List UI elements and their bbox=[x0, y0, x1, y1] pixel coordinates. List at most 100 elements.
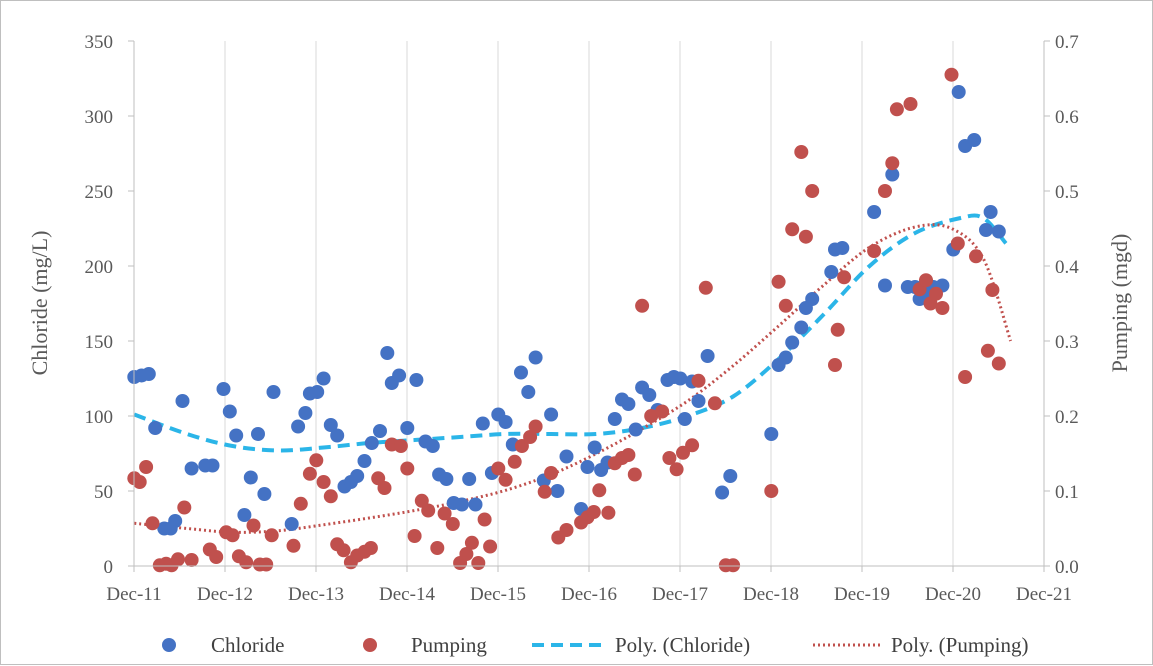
point-pumping bbox=[828, 358, 842, 372]
point-chloride bbox=[580, 460, 595, 474]
x-tick-label: Dec-20 bbox=[925, 584, 981, 605]
point-pumping bbox=[316, 475, 331, 489]
point-pumping bbox=[601, 505, 616, 520]
point-pumping bbox=[785, 222, 800, 237]
y-axis-left-title: Chloride (mg/L) bbox=[27, 231, 52, 376]
grid-lines bbox=[133, 41, 1045, 566]
point-pumping bbox=[139, 460, 154, 474]
point-pumping bbox=[944, 67, 959, 82]
point-pumping bbox=[867, 244, 882, 258]
point-pumping bbox=[483, 539, 498, 554]
point-chloride bbox=[468, 497, 483, 512]
point-chloride bbox=[642, 388, 657, 402]
point-pumping bbox=[477, 512, 492, 527]
point-chloride bbox=[168, 514, 183, 528]
point-chloride bbox=[257, 487, 272, 501]
point-pumping bbox=[177, 500, 192, 515]
point-pumping bbox=[225, 528, 240, 543]
point-pumping bbox=[830, 322, 845, 337]
point-pumping bbox=[293, 496, 308, 511]
legend-label-chloride-trend: Poly. (Chloride) bbox=[615, 633, 750, 657]
point-chloride bbox=[951, 85, 966, 99]
point-pumping bbox=[586, 505, 601, 519]
point-pumping bbox=[377, 481, 392, 495]
point-pumping bbox=[471, 556, 486, 570]
point-pumping bbox=[559, 523, 574, 537]
point-pumping bbox=[302, 466, 317, 481]
point-pumping bbox=[929, 286, 943, 301]
point-pumping bbox=[980, 343, 995, 358]
point-pumping bbox=[336, 543, 351, 558]
y-right-tick-label: 0.0 bbox=[1055, 557, 1079, 578]
point-chloride bbox=[266, 385, 281, 399]
point-pumping bbox=[889, 102, 904, 117]
point-chloride bbox=[357, 454, 372, 468]
point-pumping bbox=[635, 298, 650, 313]
point-chloride bbox=[587, 440, 602, 455]
x-tick-label: Dec-15 bbox=[470, 584, 526, 605]
point-chloride bbox=[991, 224, 1006, 239]
point-pumping bbox=[950, 236, 965, 251]
legend: Chloride Pumping Poly. (Chloride) Poly. … bbox=[162, 633, 1028, 657]
point-chloride bbox=[673, 371, 688, 386]
y-right-tick-label: 0.3 bbox=[1055, 332, 1079, 353]
point-pumping bbox=[286, 538, 301, 553]
point-pumping bbox=[621, 448, 636, 462]
tick-labels: Dec-11 Dec-12 Dec-13 Dec-14 Dec-15 Dec-16 Dec-… bbox=[85, 32, 1080, 605]
point-chloride bbox=[330, 428, 345, 443]
trend-line-poly-pumping bbox=[134, 223, 1013, 534]
point-chloride bbox=[205, 458, 220, 473]
point-chloride bbox=[628, 422, 643, 437]
point-chloride bbox=[222, 404, 237, 419]
point-chloride bbox=[785, 335, 800, 350]
point-chloride bbox=[723, 469, 738, 483]
point-pumping bbox=[421, 503, 436, 518]
y-right-tick-label: 0.7 bbox=[1055, 32, 1079, 53]
point-pumping bbox=[764, 484, 779, 498]
point-chloride bbox=[425, 439, 440, 453]
legend-marker-pumping bbox=[363, 638, 377, 652]
point-chloride bbox=[184, 461, 199, 476]
point-pumping bbox=[919, 273, 933, 288]
point-pumping bbox=[544, 466, 559, 480]
point-pumping bbox=[691, 373, 706, 388]
point-chloride bbox=[621, 397, 636, 411]
point-pumping bbox=[885, 156, 900, 171]
point-pumping bbox=[209, 550, 224, 564]
point-pumping bbox=[537, 484, 552, 499]
point-pumping bbox=[171, 552, 185, 567]
point-chloride bbox=[835, 241, 850, 255]
point-pumping bbox=[309, 453, 324, 468]
x-tick-label: Dec-17 bbox=[652, 584, 708, 605]
point-pumping bbox=[669, 462, 684, 477]
point-chloride bbox=[967, 133, 982, 147]
y-left-tick-label: 250 bbox=[85, 182, 114, 203]
point-chloride bbox=[229, 428, 244, 443]
point-pumping bbox=[323, 489, 338, 504]
x-tick-label: Dec-19 bbox=[834, 584, 890, 605]
point-chloride bbox=[677, 412, 692, 426]
legend-label-chloride: Chloride bbox=[211, 633, 285, 657]
point-pumping bbox=[132, 475, 147, 489]
point-pumping bbox=[798, 229, 813, 244]
point-pumping bbox=[459, 547, 474, 561]
y-right-tick-label: 0.6 bbox=[1055, 107, 1079, 128]
point-chloride bbox=[316, 371, 331, 386]
point-chloride bbox=[373, 424, 387, 438]
point-pumping bbox=[903, 97, 918, 111]
point-chloride bbox=[350, 469, 365, 483]
point-pumping bbox=[969, 249, 983, 264]
point-pumping bbox=[707, 396, 722, 411]
point-chloride bbox=[794, 320, 809, 335]
point-chloride bbox=[409, 373, 424, 387]
point-chloride bbox=[550, 484, 565, 498]
x-tick-label: Dec-18 bbox=[743, 584, 799, 605]
point-chloride bbox=[175, 394, 190, 408]
point-pumping bbox=[685, 438, 700, 453]
point-chloride bbox=[439, 472, 454, 486]
y-left-tick-label: 50 bbox=[94, 482, 113, 503]
point-chloride bbox=[298, 406, 313, 420]
point-chloride bbox=[764, 427, 779, 441]
point-chloride bbox=[979, 223, 993, 237]
x-tick-label: Dec-21 bbox=[1016, 584, 1072, 605]
